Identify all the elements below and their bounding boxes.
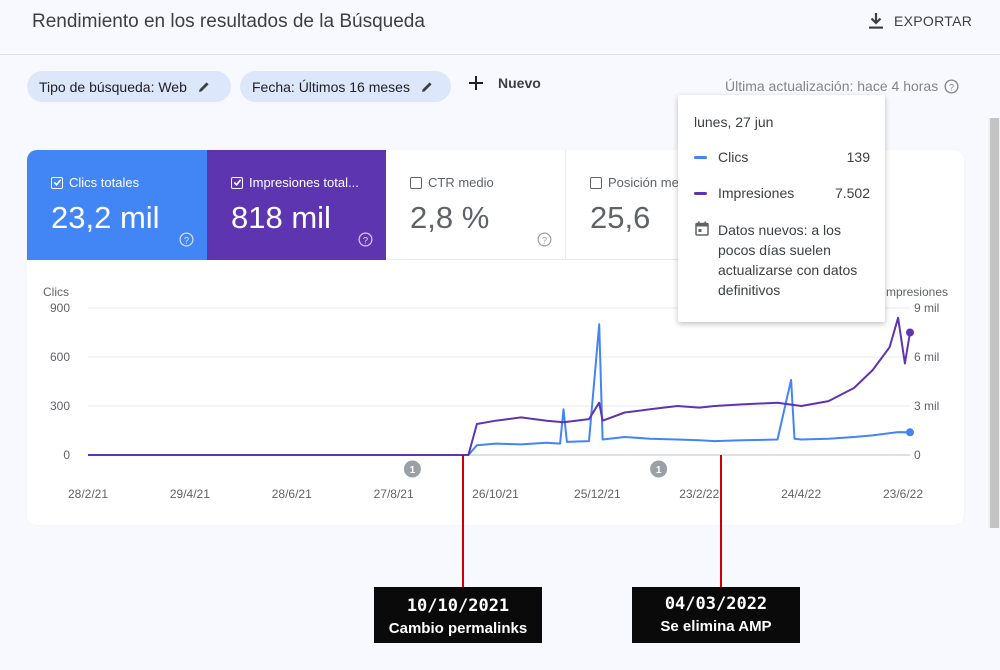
metric-value: 2,8 %: [410, 200, 490, 235]
edit-pencil-icon: [421, 81, 432, 92]
export-button[interactable]: EXPORTAR: [868, 12, 972, 30]
search-type-label: Tipo de búsqueda: Web: [39, 78, 187, 95]
tooltip-note: Datos nuevos: a los pocos días suelen ac…: [718, 222, 858, 298]
left-axis-tick: 900: [50, 301, 70, 315]
right-axis-tick: 0: [914, 448, 921, 462]
metric-total-impressions[interactable]: Impresiones total... 818 mil ?: [207, 150, 386, 260]
annotation-line-permalinks: [462, 455, 464, 588]
svg-text:?: ?: [363, 235, 368, 245]
checkbox-checked[interactable]: [51, 176, 63, 189]
scrollbar-thumb[interactable]: [990, 118, 999, 528]
annotation-line-amp: [720, 455, 722, 588]
last-update-text: Última actualización: hace 4 horas: [725, 78, 939, 94]
x-axis-tick: 27/8/21: [374, 487, 414, 501]
left-axis-tick: 600: [50, 350, 70, 364]
metric-label: Clics totales: [69, 175, 140, 190]
annotation-marker: [403, 460, 421, 478]
edit-pencil-icon: [198, 81, 209, 92]
check-icon: [233, 179, 241, 186]
annotation-marker-label: 1: [410, 465, 416, 476]
annotation-text: Se elimina AMP: [660, 618, 772, 635]
metric-label: CTR medio: [428, 175, 494, 190]
left-axis-tick: 0: [63, 448, 70, 462]
x-axis-tick: 29/4/21: [170, 487, 210, 501]
series-swatch: [694, 155, 707, 159]
metric-total-clicks[interactable]: Clics totales 23,2 mil ?: [27, 150, 207, 260]
x-axis-tick: 26/10/21: [472, 487, 519, 501]
header-divider: [0, 54, 1000, 55]
svg-text:?: ?: [542, 235, 547, 245]
checkbox-unchecked[interactable]: [590, 176, 602, 189]
svg-text:?: ?: [184, 235, 189, 245]
metric-value: 23,2 mil: [51, 200, 160, 235]
x-axis-tick: 23/2/22: [679, 487, 719, 501]
date-filter-chip[interactable]: Fecha: Últimos 16 meses: [240, 71, 451, 102]
search-type-filter-chip[interactable]: Tipo de búsqueda: Web: [27, 71, 231, 102]
chart-tooltip: lunes, 27 jun Clics 139 Impresiones 7.50…: [678, 95, 885, 322]
series-line-clics: [88, 323, 911, 456]
right-axis-title: Impresiones: [883, 285, 948, 299]
new-filter-button[interactable]: Nuevo: [468, 75, 541, 91]
annotation-marker: [650, 460, 668, 478]
check-icon: [53, 179, 61, 186]
series-line-impresiones: [88, 316, 911, 456]
metric-value: 25,6: [590, 200, 651, 235]
right-axis-tick: 6 mil: [914, 350, 939, 364]
plus-icon: [469, 76, 483, 90]
series-endpoint-clics: [906, 428, 914, 437]
x-axis-tick: 28/2/21: [68, 487, 108, 501]
calendar-icon: [695, 221, 709, 236]
annotation-amp: 04/03/2022 Se elimina AMP: [632, 587, 800, 643]
help-icon[interactable]: ?: [179, 232, 194, 247]
export-label: EXPORTAR: [894, 13, 973, 29]
annotation-permalinks: 10/10/2021 Cambio permalinks: [374, 587, 542, 643]
date-filter-label: Fecha: Últimos 16 meses: [252, 78, 410, 95]
annotation-text: Cambio permalinks: [388, 620, 528, 637]
metric-label: Posición me: [608, 175, 679, 190]
left-axis-title: Clics: [43, 285, 69, 299]
help-icon[interactable]: ?: [358, 232, 373, 247]
last-update: Última actualización: hace 4 horas ?: [725, 78, 959, 94]
help-icon[interactable]: ?: [537, 232, 552, 247]
x-axis-tick: 28/6/21: [272, 487, 312, 501]
checkbox-unchecked[interactable]: [410, 176, 422, 189]
annotation-date: 10/10/2021: [406, 596, 510, 616]
right-axis-tick: 9 mil: [914, 301, 939, 315]
metric-average-ctr[interactable]: CTR medio 2,8 % ?: [386, 150, 566, 260]
x-axis-tick: 24/4/22: [781, 487, 821, 501]
left-axis-tick: 300: [50, 399, 70, 413]
performance-chart[interactable]: Clics Impresiones 900 600 300 0 9 mil 6 mil 3 mi…: [27, 260, 964, 525]
help-icon[interactable]: ?: [944, 78, 959, 94]
download-icon: [869, 13, 883, 29]
annotation-date: 04/03/2022: [664, 594, 768, 614]
tooltip-date: lunes, 27 jun: [694, 114, 774, 130]
series-endpoint-impresiones: [906, 328, 914, 337]
annotation-marker-label: 1: [656, 465, 662, 476]
tooltip-series-name: Impresiones: [718, 185, 795, 201]
tooltip-series-name: Clics: [718, 149, 749, 165]
tooltip-row-impressions: Impresiones 7.502: [694, 185, 870, 201]
x-axis-tick: 23/6/22: [883, 487, 923, 501]
metric-label: Impresiones total...: [249, 175, 359, 190]
tooltip-series-value: 7.502: [834, 185, 870, 201]
right-axis-tick: 3 mil: [914, 399, 939, 413]
metric-value: 818 mil: [231, 200, 331, 235]
tooltip-row-clicks: Clics 139: [694, 149, 870, 165]
checkbox-checked[interactable]: [231, 176, 243, 189]
svg-text:?: ?: [949, 82, 954, 92]
page-title: Rendimiento en los resultados de la Búsq…: [32, 11, 425, 32]
series-swatch: [694, 191, 707, 195]
x-axis-tick: 25/12/21: [574, 487, 621, 501]
tooltip-series-value: 139: [846, 149, 870, 165]
new-filter-label: Nuevo: [498, 75, 541, 91]
